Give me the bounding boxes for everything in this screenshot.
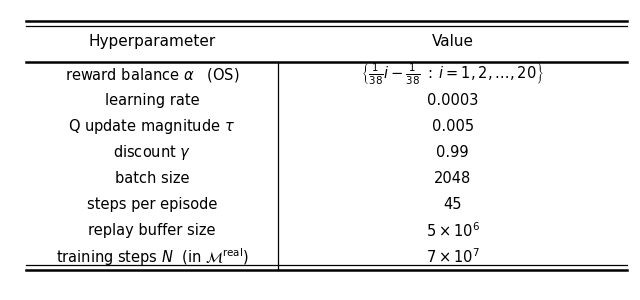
Text: batch size: batch size <box>115 171 189 186</box>
Text: 45: 45 <box>444 197 462 212</box>
Text: $5 \times 10^6$: $5 \times 10^6$ <box>426 222 480 240</box>
Text: replay buffer size: replay buffer size <box>88 224 216 238</box>
Text: Value: Value <box>432 34 474 49</box>
Text: training steps $N$  (in $\mathcal{M}^{\mathrm{real}}$): training steps $N$ (in $\mathcal{M}^{\ma… <box>56 246 248 268</box>
Text: Hyperparameter: Hyperparameter <box>88 34 216 49</box>
Text: $7 \times 10^7$: $7 \times 10^7$ <box>426 248 479 266</box>
Text: 0.0003: 0.0003 <box>427 93 479 108</box>
Text: 0.005: 0.005 <box>431 119 474 134</box>
Text: Q update magnitude $\tau$: Q update magnitude $\tau$ <box>68 117 236 136</box>
Text: 0.99: 0.99 <box>436 145 469 160</box>
Text: learning rate: learning rate <box>104 93 199 108</box>
Text: steps per episode: steps per episode <box>87 197 217 212</box>
Text: $\left\{\frac{1}{38}i - \frac{1}{38}\;:\; i=1,2,\ldots,20\right\}$: $\left\{\frac{1}{38}i - \frac{1}{38}\;:\… <box>362 62 544 87</box>
Text: reward balance $\alpha$   (OS): reward balance $\alpha$ (OS) <box>65 65 239 83</box>
Text: 2048: 2048 <box>434 171 472 186</box>
Text: discount $\gamma$: discount $\gamma$ <box>113 143 191 162</box>
